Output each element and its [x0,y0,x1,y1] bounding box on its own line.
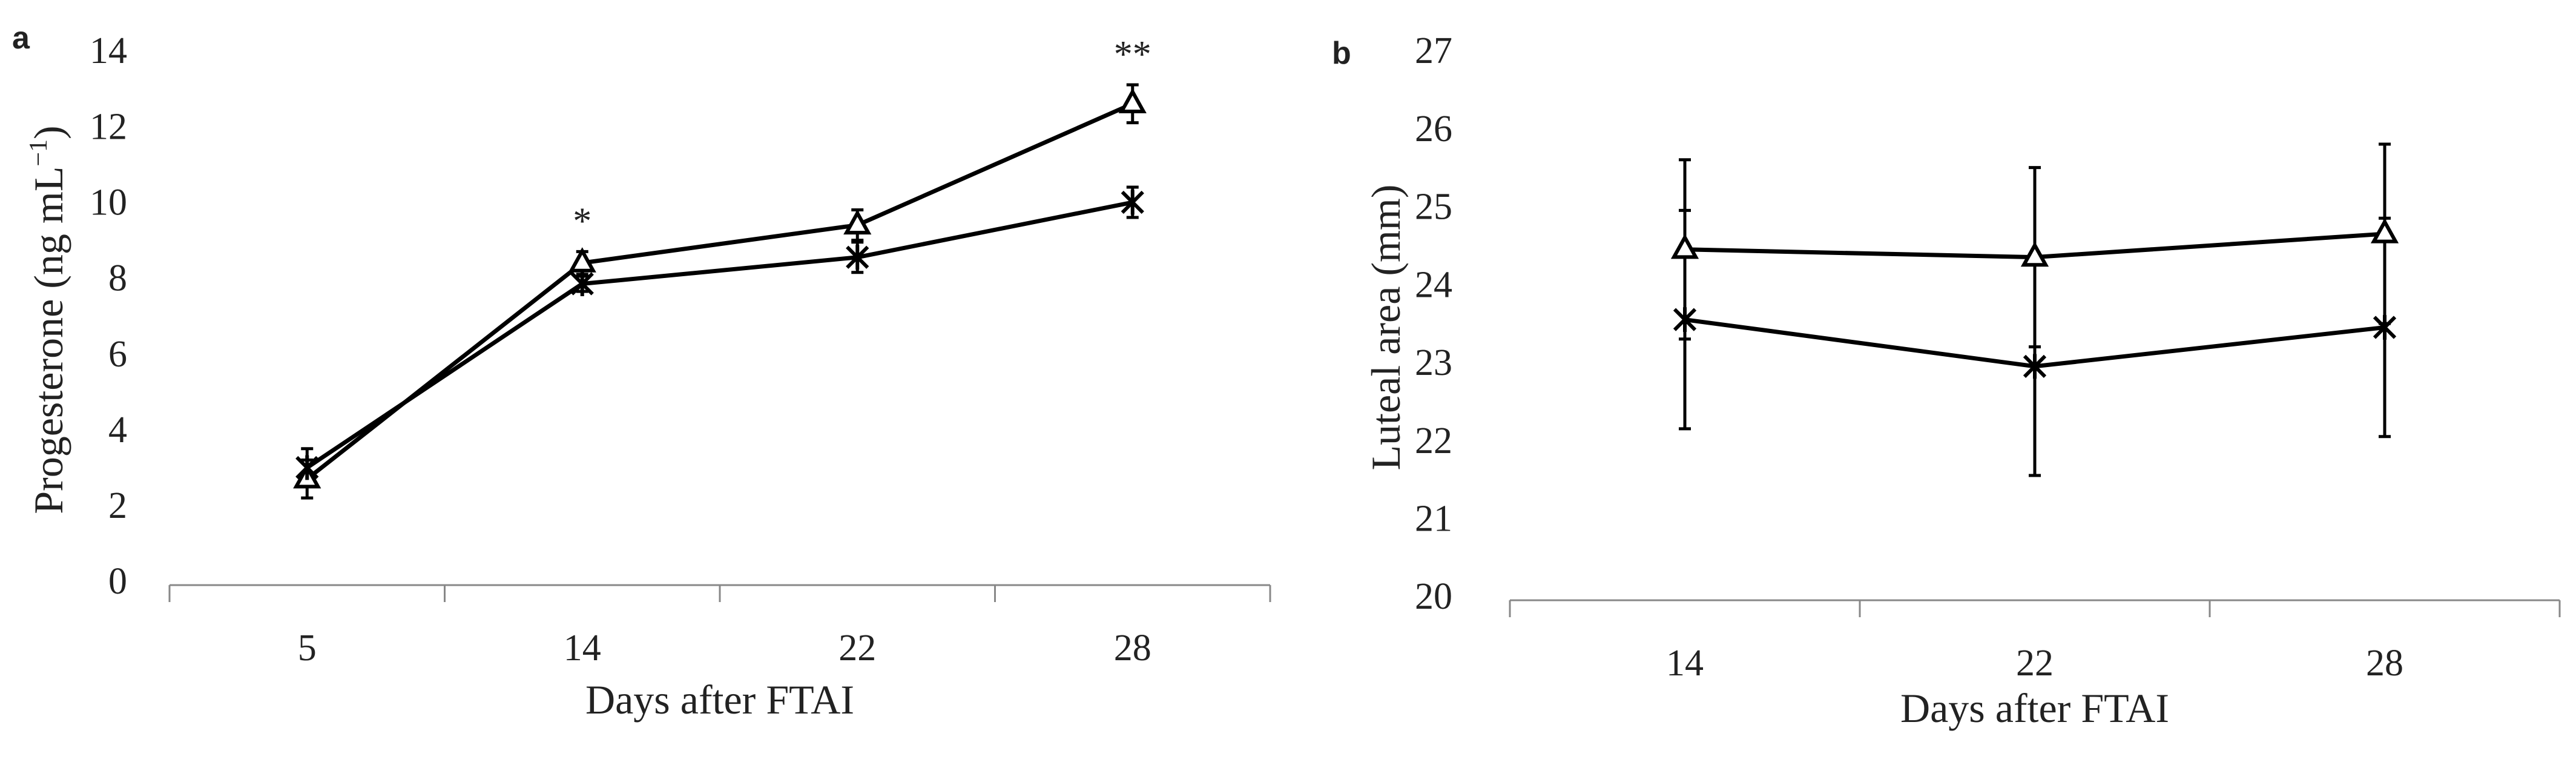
marker-asterisk [295,455,319,480]
marker-asterisk [846,245,869,270]
y-tick-label: 21 [1415,498,1452,540]
y-axis-title: Luteal area (mm) [1363,185,1409,471]
x-tick-label: 28 [1114,628,1151,669]
series-line [306,102,1134,481]
marker-asterisk [2373,315,2397,340]
y-tick-label: 27 [1415,30,1452,71]
marker-asterisk [1121,190,1144,215]
chart-panel: a 0 2 4 6 8 10 12 14 5 14 22 28 Days after FTAI Proges… [12,21,1271,723]
y-tick-label: 4 [108,409,127,451]
y-axis-title-suffix: ) [25,125,71,139]
marker-triangle [2370,218,2399,243]
y-tick-label: 14 [90,30,127,71]
chart-panel: b 20 21 22 23 24 25 26 27 14 22 28 Days after FTAI Lu… [1332,30,2561,731]
x-tick-label: 22 [2016,643,2054,684]
y-tick-label: 2 [108,485,127,526]
y-tick-label: 23 [1415,342,1452,383]
y-tick-label: 12 [90,106,127,147]
y-tick-label: 6 [108,334,127,375]
y-axis-title-text: Luteal area (mm) [1363,185,1409,471]
marker-triangle [2020,241,2049,267]
marker-triangle [1670,233,1699,259]
y-axis-title: Progesterone (ng mL−1) [25,125,71,514]
marker-triangle [568,247,596,273]
series-line [306,200,1133,469]
marker-triangle [843,209,872,235]
y-tick-label: 26 [1415,108,1452,150]
panel-label: b [1332,36,1351,71]
significance-annotation: * [573,200,591,242]
y-tick-label: 20 [1415,576,1452,617]
marker-asterisk [2023,354,2047,379]
x-axis-title: Days after FTAI [585,677,854,723]
y-tick-label: 10 [90,182,127,224]
x-tick-label: 14 [564,628,601,669]
marker-asterisk [570,271,594,296]
x-tick-label: 22 [838,628,876,669]
y-tick-label: 25 [1415,187,1452,228]
y-tick-label: 8 [108,258,127,299]
x-tick-label: 14 [1666,643,1704,684]
x-tick-label: 28 [2366,643,2403,684]
y-tick-label: 0 [108,561,127,602]
x-axis-title: Days after FTAI [1900,685,2169,731]
marker-triangle [1118,88,1147,113]
y-axis-title-superscript: −1 [25,139,53,167]
y-axis-title-text: Progesterone (ng mL [25,167,71,514]
significance-annotation: ** [1114,34,1151,75]
y-tick-label: 24 [1415,264,1452,305]
y-tick-label: 22 [1415,420,1452,462]
marker-asterisk [1673,307,1697,333]
x-tick-label: 5 [298,628,317,669]
panel-label: a [12,21,30,56]
